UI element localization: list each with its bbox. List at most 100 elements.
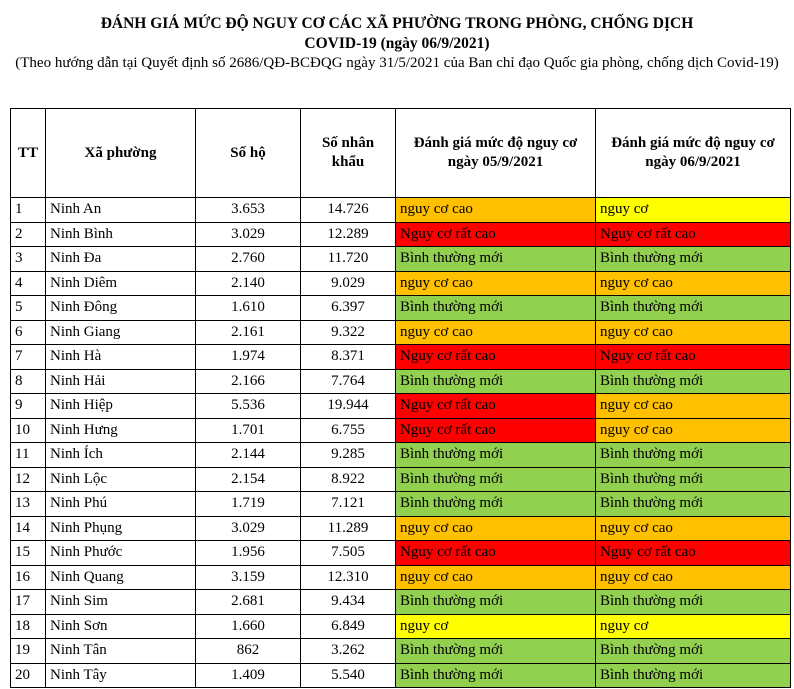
table-cell: 1.956: [195, 540, 301, 566]
risk-cell: nguy cơ cao: [395, 197, 596, 223]
table-cell: Ninh Đa: [45, 246, 196, 272]
risk-cell: Bình thường mới: [595, 295, 791, 321]
table-cell: Ninh Giang: [45, 319, 196, 345]
table-cell: 8: [10, 368, 46, 394]
risk-cell: nguy cơ: [595, 613, 791, 639]
risk-cell: Bình thường mới: [595, 368, 791, 394]
table-cell: 9.434: [300, 589, 396, 615]
table-cell: 6.755: [300, 417, 396, 443]
header: ĐÁNH GIÁ MỨC ĐỘ NGUY CƠ CÁC XÃ PHƯỜNG TR…: [0, 0, 794, 94]
table-row: 19 Ninh Tân 862 3.262 Bình thường mới Bình th…: [10, 638, 791, 664]
table-cell: 862: [195, 638, 301, 664]
table-cell: 5.540: [300, 662, 396, 688]
table-cell: Ninh Sim: [45, 589, 196, 615]
column-header: TT: [10, 108, 46, 198]
table-cell: Ninh Tây: [45, 662, 196, 688]
risk-cell: nguy cơ cao: [395, 564, 596, 590]
table-cell: Ninh Bình: [45, 221, 196, 247]
table-cell: Ninh Tân: [45, 638, 196, 664]
table-row: 11 Ninh Ích 2.144 9.285 Bình thường mới Bình …: [10, 442, 791, 468]
table-cell: 5.536: [195, 393, 301, 419]
table-cell: 1.719: [195, 491, 301, 517]
table-row: 15 Ninh Phước 1.956 7.505 Nguy cơ rất cao Ngu…: [10, 540, 791, 566]
risk-cell: Bình thường mới: [395, 589, 596, 615]
table-row: 20 Ninh Tây 1.409 5.540 Bình thường mới Bình …: [10, 662, 791, 688]
table-cell: 3.029: [195, 221, 301, 247]
table-row: 8 Ninh Hải 2.166 7.764 Bình thường mới Bình t…: [10, 368, 791, 394]
table-row: 12 Ninh Lộc 2.154 8.922 Bình thường mới Bình …: [10, 466, 791, 492]
table-row: 5 Ninh Đông 1.610 6.397 Bình thường mới Bình …: [10, 295, 791, 321]
table-cell: Ninh Phụng: [45, 515, 196, 541]
table-cell: 3.262: [300, 638, 396, 664]
risk-cell: nguy cơ cao: [595, 319, 791, 345]
table-cell: 12: [10, 466, 46, 492]
risk-cell: nguy cơ cao: [595, 417, 791, 443]
table-cell: 14.726: [300, 197, 396, 223]
table-cell: 4: [10, 270, 46, 296]
table-cell: 10: [10, 417, 46, 443]
risk-cell: nguy cơ: [595, 197, 791, 223]
title: ĐÁNH GIÁ MỨC ĐỘ NGUY CƠ CÁC XÃ PHƯỜNG TR…: [100, 15, 694, 32]
risk-cell: nguy cơ cao: [395, 270, 596, 296]
table-cell: 3.029: [195, 515, 301, 541]
table-cell: 13: [10, 491, 46, 517]
table-row: 18 Ninh Sơn 1.660 6.849 nguy cơ nguy cơ: [10, 613, 791, 639]
table-row: 1 Ninh An 3.653 14.726 nguy cơ cao nguy cơ: [10, 197, 791, 223]
table-cell: 3.159: [195, 564, 301, 590]
table-row: 4 Ninh Diêm 2.140 9.029 nguy cơ cao nguy cơ c…: [10, 270, 791, 296]
risk-cell: nguy cơ cao: [595, 393, 791, 419]
risk-cell: Nguy cơ rất cao: [595, 540, 791, 566]
risk-cell: Bình thường mới: [595, 442, 791, 468]
risk-cell: Bình thường mới: [595, 466, 791, 492]
table-cell: 2.140: [195, 270, 301, 296]
risk-cell: Bình thường mới: [595, 589, 791, 615]
risk-cell: Nguy cơ rất cao: [395, 540, 596, 566]
table-cell: 9.029: [300, 270, 396, 296]
risk-cell: Bình thường mới: [595, 638, 791, 664]
risk-cell: Nguy cơ rất cao: [395, 393, 596, 419]
risk-cell: Bình thường mới: [595, 662, 791, 688]
table-row: 13 Ninh Phú 1.719 7.121 Bình thường mới Bình …: [10, 491, 791, 517]
column-header: Số nhân khẩu: [300, 108, 396, 198]
table-cell: Ninh Đông: [45, 295, 196, 321]
risk-cell: nguy cơ cao: [395, 515, 596, 541]
table-cell: Ninh Hải: [45, 368, 196, 394]
risk-cell: nguy cơ cao: [395, 319, 596, 345]
table-cell: 18: [10, 613, 46, 639]
risk-cell: Nguy cơ rất cao: [395, 221, 596, 247]
table-cell: Ninh Hà: [45, 344, 196, 370]
risk-cell: Bình thường mới: [395, 466, 596, 492]
risk-cell: Bình thường mới: [395, 638, 596, 664]
risk-cell: Bình thường mới: [395, 246, 596, 272]
risk-cell: Bình thường mới: [395, 662, 596, 688]
table-cell: 7.764: [300, 368, 396, 394]
table-cell: Ninh Ích: [45, 442, 196, 468]
table-cell: 7.121: [300, 491, 396, 517]
table-cell: 17: [10, 589, 46, 615]
table-cell: 12.289: [300, 221, 396, 247]
risk-cell: Bình thường mới: [395, 368, 596, 394]
table-cell: 2.760: [195, 246, 301, 272]
table-row: 17 Ninh Sim 2.681 9.434 Bình thường mới Bình …: [10, 589, 791, 615]
table-cell: 11.289: [300, 515, 396, 541]
risk-table: TT Xã phường Số hộ Số nhân khẩu Đánh giá mức…: [10, 108, 791, 688]
table-cell: 19: [10, 638, 46, 664]
table-cell: 2.166: [195, 368, 301, 394]
table-row: 2 Ninh Bình 3.029 12.289 Nguy cơ rất cao Nguy…: [10, 221, 791, 247]
risk-cell: Nguy cơ rất cao: [395, 417, 596, 443]
risk-cell: Nguy cơ rất cao: [595, 221, 791, 247]
table-cell: Ninh Diêm: [45, 270, 196, 296]
column-header: Đánh giá mức độ nguy cơ ngày 05/9/2021: [395, 108, 596, 198]
table-cell: Ninh Lộc: [45, 466, 196, 492]
table-cell: 2.154: [195, 466, 301, 492]
table-cell: 14: [10, 515, 46, 541]
risk-cell: Nguy cơ rất cao: [595, 344, 791, 370]
table-cell: 3: [10, 246, 46, 272]
table-cell: 2: [10, 221, 46, 247]
column-header: Đánh giá mức độ nguy cơ ngày 06/9/2021: [595, 108, 791, 198]
table-row: 3 Ninh Đa 2.760 11.720 Bình thường mới Bình t…: [10, 246, 791, 272]
table-cell: 6: [10, 319, 46, 345]
table-cell: 15: [10, 540, 46, 566]
table-cell: 11: [10, 442, 46, 468]
risk-cell: Nguy cơ rất cao: [395, 344, 596, 370]
